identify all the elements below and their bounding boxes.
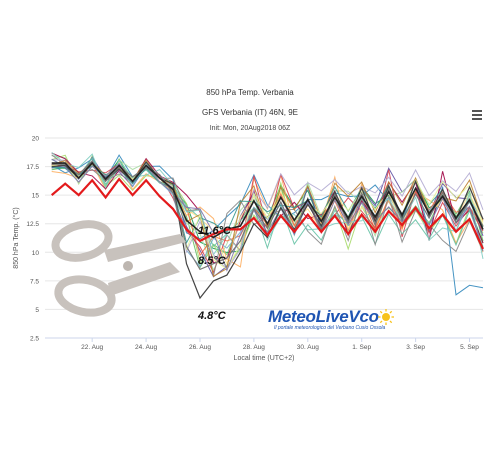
y-tick-label: 7.5	[30, 278, 39, 285]
chart-subtitle: GFS Verbania (IT) 46N, 9E	[201, 108, 299, 117]
ensemble-member-line	[51, 155, 484, 272]
x-tick-label: 1. Sep	[352, 344, 371, 351]
x-tick-label: 28. Aug	[243, 344, 265, 351]
y-tick-label: 5	[35, 307, 39, 314]
brand-watermark: MeteoLiveVco Il portale meteorologico de…	[268, 307, 394, 331]
scissors-icon	[51, 220, 186, 317]
x-tick-label: 22. Aug	[81, 344, 103, 351]
y-tick-label: 12.5	[26, 221, 39, 228]
ensemble-member-line	[51, 154, 484, 277]
y-tick-label: 17.5	[26, 164, 39, 171]
y-tick-label: 20	[32, 136, 40, 143]
menu-icon[interactable]	[472, 110, 482, 120]
x-tick-label: 30. Aug	[297, 344, 319, 351]
y-tick-label: 15	[32, 193, 40, 200]
series-line-mean	[51, 161, 484, 239]
annotation-11-6: 11.6°C	[198, 225, 232, 237]
main-lines	[50, 159, 485, 300]
init-label: Init: Mon, 20Aug2018 06Z	[209, 125, 291, 132]
x-tick-label: 24. Aug	[135, 344, 157, 351]
x-tick-label: 3. Sep	[406, 344, 425, 351]
y-axis-label: 850 hPa Temp. (°C)	[12, 207, 20, 268]
series-line-run-3	[51, 161, 484, 300]
series-line-control	[50, 177, 485, 250]
annotation-4-8: 4.8°C	[197, 310, 227, 322]
x-tick-label: 5. Sep	[460, 344, 479, 351]
brand-tagline: Il portale meteorologico del Verbano Cus…	[274, 325, 386, 331]
sun-icon	[378, 309, 394, 325]
annotation-8-5: 8.5°C	[198, 255, 227, 267]
x-tick-label: 26. Aug	[189, 344, 211, 351]
brand-name: MeteoLiveVco	[268, 307, 379, 326]
ensemble-member-line	[51, 152, 484, 260]
chart-title: 850 hPa Temp. Verbania	[206, 88, 294, 97]
x-axis-label: Local time (UTC+2)	[234, 355, 295, 362]
y-tick-label: 10	[32, 250, 40, 257]
axes: 2.5 5 7.5 10 12.5 15 17.5 20 22. Aug 24. Aug 26. A…	[12, 136, 483, 362]
y-tick-label: 2.5	[30, 336, 39, 343]
